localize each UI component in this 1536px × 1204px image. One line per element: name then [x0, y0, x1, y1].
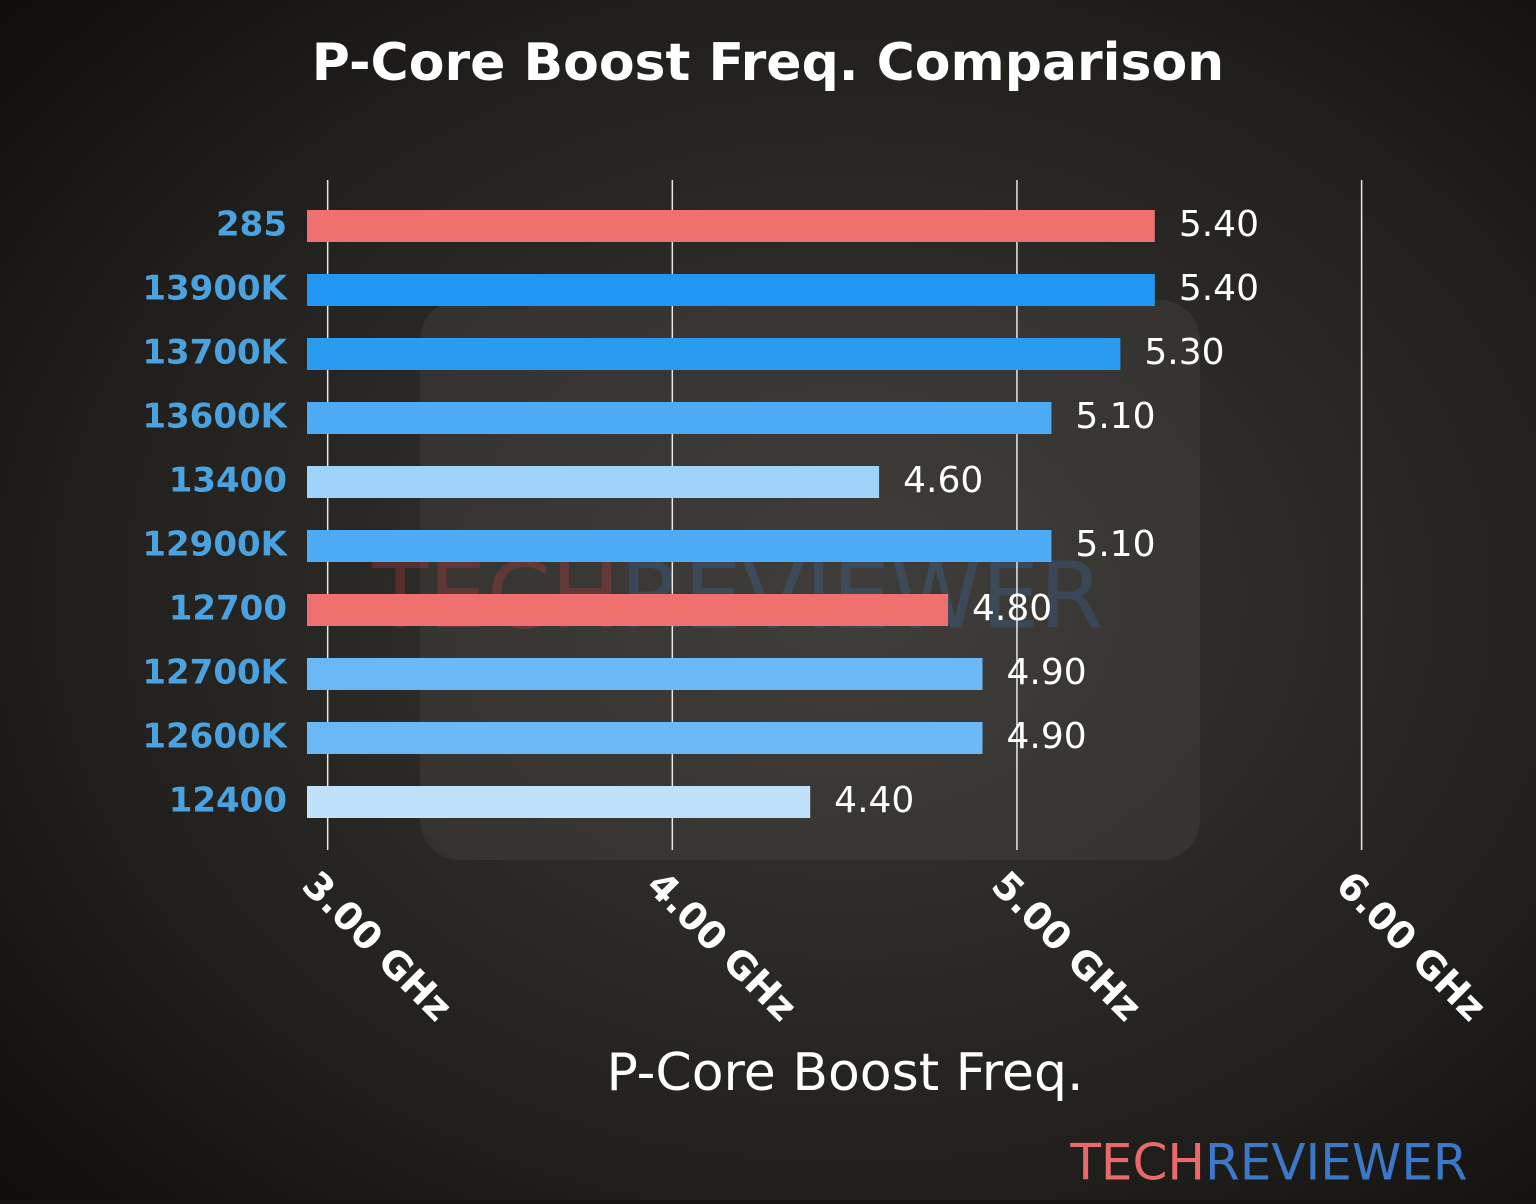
value-label: 4.90 [1007, 652, 1087, 693]
bar [307, 274, 1155, 306]
y-tick-label: 13700K [142, 333, 288, 373]
y-tick-label: 285 [216, 205, 287, 245]
value-label: 5.10 [1075, 524, 1155, 565]
logo-part2: REVIEWER [1205, 1134, 1468, 1192]
y-tick-label: 13900K [142, 269, 288, 309]
y-tick-label: 13400 [169, 461, 287, 501]
y-tick-label: 12600K [142, 717, 288, 757]
bar [307, 786, 811, 818]
logo: TECH REVIEWER [1069, 1134, 1467, 1192]
background-decor [420, 300, 1200, 860]
y-tick-label: 12400 [169, 781, 287, 821]
value-label: 5.10 [1075, 396, 1155, 437]
chart-title: P-Core Boost Freq. Comparison [312, 33, 1224, 93]
bar [307, 658, 983, 690]
bar [307, 402, 1052, 434]
bar [307, 338, 1121, 370]
y-tick-label: 13600K [142, 397, 288, 437]
value-label: 5.40 [1179, 204, 1259, 245]
y-tick-label: 12900K [142, 525, 288, 565]
logo-part1: TECH [1069, 1134, 1205, 1192]
value-label: 4.40 [834, 780, 914, 821]
bar [307, 466, 880, 498]
bar [307, 594, 949, 626]
x-axis-title: P-Core Boost Freq. [606, 1043, 1083, 1103]
value-label: 4.90 [1007, 716, 1087, 757]
value-label: 5.40 [1179, 268, 1259, 309]
value-label: 4.60 [903, 460, 983, 501]
y-tick-label: 12700K [142, 653, 288, 693]
value-label: 5.30 [1144, 332, 1224, 373]
bar [307, 530, 1052, 562]
bar [307, 210, 1155, 242]
bar [307, 722, 983, 754]
y-tick-label: 12700 [169, 589, 287, 629]
value-label: 4.80 [972, 588, 1052, 629]
